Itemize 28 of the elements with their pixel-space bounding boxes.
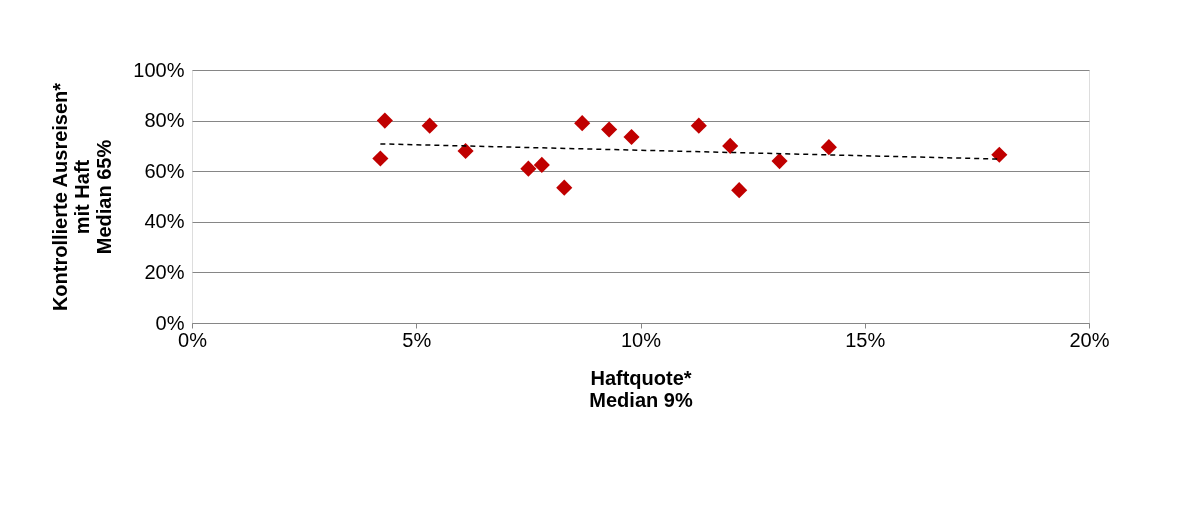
point xyxy=(533,156,550,173)
point xyxy=(722,137,739,154)
point xyxy=(457,142,474,160)
point xyxy=(376,112,393,129)
point xyxy=(574,115,591,132)
x-tick-label: 20% xyxy=(1069,328,1110,351)
point xyxy=(372,150,389,167)
y-tick-label: 80% xyxy=(144,109,185,132)
y-tick-label: 40% xyxy=(144,210,185,233)
point xyxy=(623,128,640,146)
point xyxy=(771,153,788,170)
point xyxy=(520,160,537,177)
y-tick-label: 100% xyxy=(133,58,185,81)
x-axis-title: Haftquote* Median 9% xyxy=(589,366,693,411)
x-tick-label: 15% xyxy=(845,328,886,351)
x-tick-label: 10% xyxy=(620,328,662,351)
point xyxy=(556,179,573,196)
y-tick-label: 20% xyxy=(144,260,185,283)
y-axis-title: Kontrollierte Ausreisen* mit Haft Median 65% xyxy=(49,82,116,312)
point xyxy=(421,117,438,134)
point xyxy=(991,146,1008,163)
point xyxy=(601,121,618,138)
point xyxy=(690,117,707,134)
y-tick-label: 60% xyxy=(144,159,185,182)
y-tick-label: 0% xyxy=(155,311,185,334)
point xyxy=(820,139,837,156)
x-tick-label: 5% xyxy=(402,328,432,351)
point xyxy=(731,182,748,199)
